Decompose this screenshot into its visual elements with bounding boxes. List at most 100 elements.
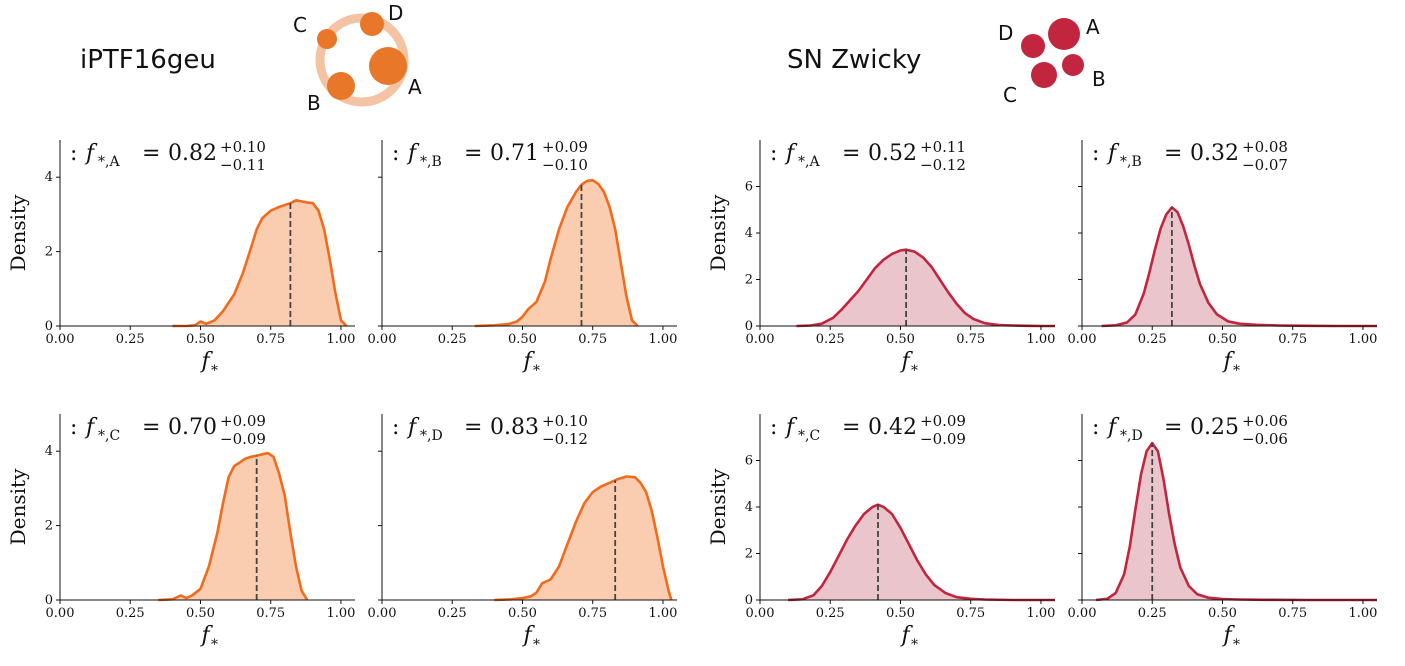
annotation-minus: −0.07	[1242, 156, 1288, 174]
x-tick-label: 1.00	[648, 332, 677, 347]
annotation-symbol: f	[84, 141, 98, 166]
density-panel-sn-zwicky-c: 0.00 0.25 0.50 0.75 1.00 0 2 4 6 f∗ Density: f *,C = 0…	[706, 412, 1055, 650]
image-label-d: D	[388, 1, 403, 25]
x-tick-label: 1.00	[1348, 606, 1377, 621]
y-tick-label: 0	[45, 593, 53, 608]
annotation-subscript: *,A	[798, 154, 820, 170]
x-tick-label: 0.25	[816, 332, 845, 347]
density-area	[1096, 443, 1377, 600]
x-tick-label: 0.50	[186, 332, 215, 347]
density-panel-sn-zwicky-a: 0.00 0.25 0.50 0.75 1.00 0 2 4 6 f∗ Density: f *,A = 0…	[706, 138, 1055, 376]
annotation-median: 0.70	[168, 415, 217, 440]
y-axis-label: Density	[6, 194, 30, 271]
x-tick-label: 0.00	[1068, 606, 1097, 621]
x-tick-label: 0.75	[578, 332, 607, 347]
x-tick-label: 0.25	[116, 606, 145, 621]
x-axis-label: f∗	[1222, 623, 1242, 650]
density-area	[172, 200, 347, 326]
x-tick-label: 0.50	[1208, 606, 1237, 621]
group-title-iptf16geu: iPTF16geu	[80, 45, 216, 75]
x-tick-label: 1.00	[1348, 332, 1377, 347]
density-area	[1101, 207, 1377, 326]
y-tick-label: 6	[745, 180, 753, 195]
density-area	[788, 504, 1055, 600]
annotation-median: 0.71	[490, 141, 539, 166]
x-tick-label: 1.00	[326, 332, 355, 347]
annotation-symbol: f	[406, 415, 420, 440]
x-tick-label: 0.25	[816, 606, 845, 621]
image-label-c: C	[293, 13, 307, 37]
annotation-equals: =	[464, 141, 482, 166]
y-tick-label: 2	[745, 273, 753, 288]
x-axis-label: f∗	[900, 623, 920, 650]
group-title-sn-zwicky: SN Zwicky	[787, 45, 921, 75]
y-tick-label: 4	[45, 444, 53, 459]
x-tick-label: 1.00	[1026, 606, 1055, 621]
y-tick-label: 2	[45, 519, 53, 534]
density-curve	[788, 503, 1055, 602]
density-area	[474, 180, 638, 326]
annotation-equals: =	[1164, 415, 1182, 440]
image-label-a: A	[1086, 15, 1100, 39]
annotation-subscript: *,C	[98, 428, 120, 444]
median-annotation: : f *,B = 0.32 +0.08−0.07	[1092, 138, 1288, 174]
annotation-plus: +0.09	[220, 412, 266, 430]
x-tick-label: 0.00	[1068, 332, 1097, 347]
lensed-image-d	[1021, 34, 1045, 58]
annotation-symbol: f	[406, 141, 420, 166]
x-axis-label: f∗	[522, 349, 542, 376]
density-curve	[158, 451, 309, 602]
annotation-symbol: f	[784, 141, 798, 166]
annotation-prefix: :	[70, 141, 77, 166]
x-tick-label: 0.75	[1278, 606, 1307, 621]
x-tick-label: 0.25	[438, 606, 467, 621]
density-panel-iptf16geu-d: 0.00 0.25 0.50 0.75 1.00 f∗: f *,D = 0.83 +0.10−0.…	[368, 412, 678, 650]
x-tick-label: 0.75	[956, 332, 985, 347]
annotation-equals: =	[842, 141, 860, 166]
y-tick-label: 4	[745, 226, 753, 241]
annotation-symbol: f	[784, 415, 798, 440]
annotation-equals: =	[1164, 141, 1182, 166]
density-panel-iptf16geu-b: 0.00 0.25 0.50 0.75 1.00 f∗: f *,B = 0.71 +0.09−0.…	[368, 138, 678, 376]
annotation-subscript: *,B	[1120, 154, 1142, 170]
annotation-plus: +0.10	[542, 412, 588, 430]
density-panel-sn-zwicky-d: 0.00 0.25 0.50 0.75 1.00f∗: f *,D = 0.25 +0.06−0.…	[1068, 412, 1378, 650]
density-curve	[172, 199, 348, 328]
x-tick-label: 0.00	[46, 332, 75, 347]
y-axis-label: Density	[706, 194, 730, 271]
y-tick-label: 0	[745, 319, 753, 334]
y-tick-label: 2	[45, 245, 53, 260]
median-annotation: : f *,C = 0.42 +0.09−0.09	[770, 412, 966, 448]
x-tick-label: 0.50	[186, 606, 215, 621]
median-annotation: : f *,B = 0.71 +0.09−0.10	[392, 138, 588, 174]
x-tick-label: 0.75	[256, 332, 285, 347]
lens-diagram-iptf16geu: A B C D	[293, 1, 422, 115]
image-label-d: D	[998, 21, 1013, 45]
x-axis-label: f∗	[1222, 349, 1242, 376]
density-curve	[1095, 441, 1377, 602]
annotation-minus: −0.10	[542, 156, 588, 174]
y-tick-label: 4	[745, 500, 753, 515]
y-tick-label: 2	[745, 547, 753, 562]
annotation-plus: +0.06	[1242, 412, 1288, 430]
annotation-subscript: *,A	[98, 154, 120, 170]
annotation-prefix: :	[770, 141, 777, 166]
density-curve	[474, 178, 639, 328]
lensed-image-d	[360, 12, 384, 36]
x-tick-label: 0.00	[368, 332, 397, 347]
x-tick-label: 0.00	[746, 332, 775, 347]
image-label-a: A	[408, 75, 422, 99]
x-tick-label: 0.25	[438, 332, 467, 347]
median-annotation: : f *,C = 0.70 +0.09−0.09	[70, 412, 266, 448]
density-panel-iptf16geu-a: 0.00 0.25 0.50 0.75 1.00 0 2 4 f∗ Density: f *,A = 0.…	[6, 138, 355, 376]
image-label-b: B	[307, 91, 321, 115]
annotation-equals: =	[842, 415, 860, 440]
annotation-minus: −0.09	[220, 430, 266, 448]
annotation-minus: −0.06	[1242, 430, 1288, 448]
lensed-image-a	[369, 47, 407, 85]
annotation-plus: +0.11	[920, 138, 966, 156]
annotation-symbol: f	[1106, 415, 1120, 440]
lensed-image-c	[1031, 62, 1057, 88]
annotation-plus: +0.10	[220, 138, 266, 156]
annotation-equals: =	[142, 141, 160, 166]
